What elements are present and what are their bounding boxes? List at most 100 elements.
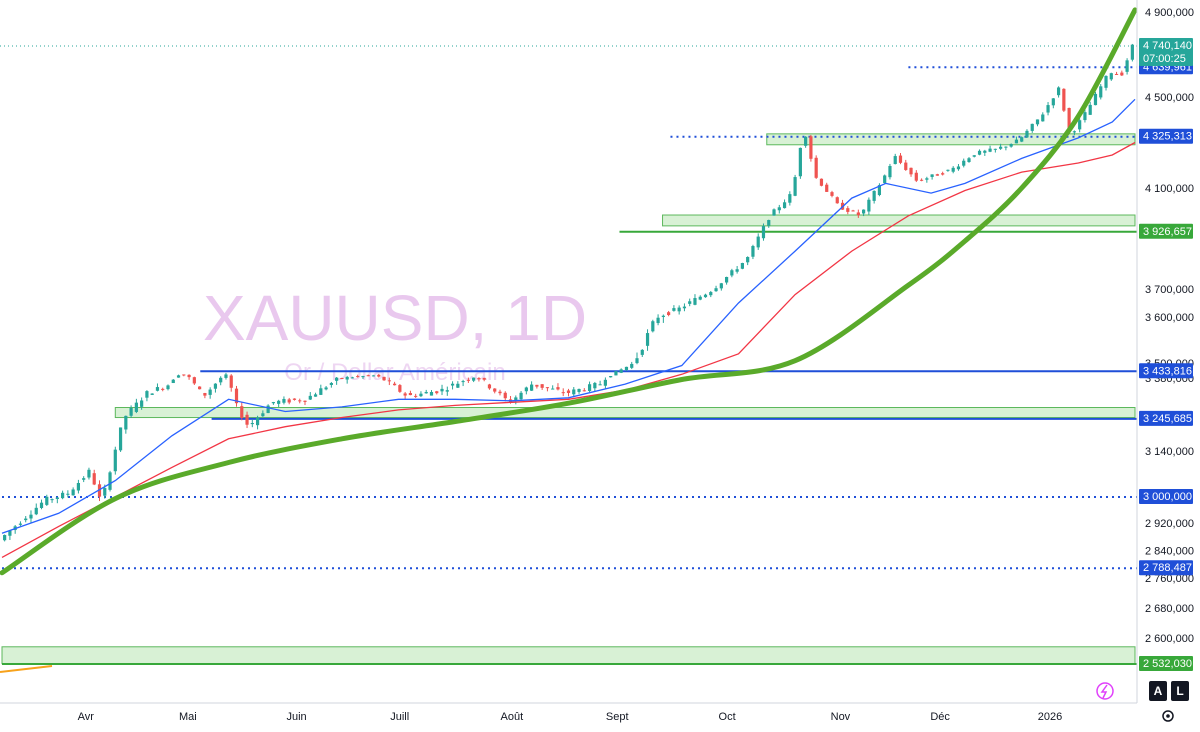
candle-body [24,518,28,521]
candle-body [171,379,175,384]
candle-body [198,386,202,390]
time-axis[interactable]: Avr Mai Juin Juill Août Sept Oct Nov Déc 2026 [78,711,1063,723]
candle-body [1099,86,1103,98]
level-badge [1139,363,1193,379]
candle-body [582,390,586,392]
candle-body [856,212,860,216]
candle-body [414,395,418,397]
time-tick-label: Avr [78,711,95,723]
candle-body [809,136,813,159]
candle-body [387,380,391,382]
parabolic-curve-line [0,7,1138,576]
candle-body [698,296,702,300]
candle-body [962,160,966,166]
candle-body [719,283,723,289]
candle-body [946,169,950,171]
candle-body [466,379,470,381]
candle-body [1025,130,1029,138]
candle-body [503,392,507,399]
candle-body [429,391,434,396]
bolt-icon [1096,682,1114,700]
time-tick-label: Mai [179,711,197,723]
candle-body [772,209,776,216]
candle-body [66,493,70,495]
candle-body [1035,119,1040,125]
settings-button[interactable] [1162,710,1174,722]
candle-body [1104,75,1108,88]
last-price-badge-text: 07:00:25 [1143,53,1186,65]
candle-body [761,226,766,239]
candle-body [303,400,307,402]
level-badge [1139,489,1193,504]
time-tick-label: Oct [719,711,736,723]
candle-body [1120,72,1124,76]
candle-body [403,393,407,396]
candle-body [129,407,133,416]
candle-body [735,269,739,272]
candle-body [672,308,676,311]
candle-body [176,375,181,378]
level-badge-text: 2 788,487 [1143,562,1192,574]
candle-body [530,384,534,391]
candle-body [514,397,518,401]
candle-body [746,256,750,263]
candle-body [308,395,312,400]
candle-body [561,392,565,394]
candle-body [29,514,33,519]
candle-body [82,478,86,480]
candle-body [1051,98,1055,106]
candle-body [87,469,91,478]
candle-body [972,155,976,157]
candle-body [1067,108,1071,132]
price-tick-label: 2 760,000 [1145,573,1194,585]
candle-body [566,390,571,393]
candle-body [234,388,239,404]
candle-body [1083,112,1087,121]
candle-body [1109,73,1113,80]
candle-body [804,136,808,146]
candle-body [888,165,892,178]
candle-body [140,400,144,407]
candle-body [487,384,492,389]
level-badge [1139,560,1193,576]
candle-body [967,158,971,162]
candle-body [18,523,23,525]
candle-body [782,202,787,209]
candle-body [777,207,781,211]
auto-scale-label: A [1154,684,1163,698]
candle-body [661,315,665,317]
candle-body [556,387,560,390]
candle-body [756,236,760,248]
candle-body [872,190,876,201]
candle-body [108,472,112,490]
candle-body [714,288,718,292]
watermark: XAUUSD, 1D Or / Dollar Américain [203,282,587,386]
candle-body [166,385,170,390]
auto-scale-button[interactable]: A [1149,681,1167,701]
candle-body [630,363,634,368]
support-zone [114,407,1136,419]
candle-body [999,146,1003,149]
chart-controls[interactable]: A L [1096,681,1189,722]
candle-body [76,483,81,491]
price-tick-label: 4 500,000 [1145,92,1194,104]
candle-body [677,307,681,312]
price-tick-label: 2 920,000 [1145,518,1194,530]
last-price-badge-text: 4 740,140 [1143,40,1192,52]
candle-body [1088,104,1092,115]
candle-body [793,177,797,196]
flash-button[interactable] [1096,682,1114,700]
moving-average-fast [1,98,1136,534]
level-badge [1139,128,1193,144]
candle-body [192,377,196,384]
price-levels[interactable] [0,45,1137,665]
candle-body [977,150,982,155]
candle-body [1114,73,1119,75]
candle-body [477,378,481,380]
level-badge-text: 3 245,685 [1143,413,1192,425]
log-scale-button[interactable]: L [1171,681,1189,701]
candle-body [208,389,212,395]
candle-body [682,306,687,309]
